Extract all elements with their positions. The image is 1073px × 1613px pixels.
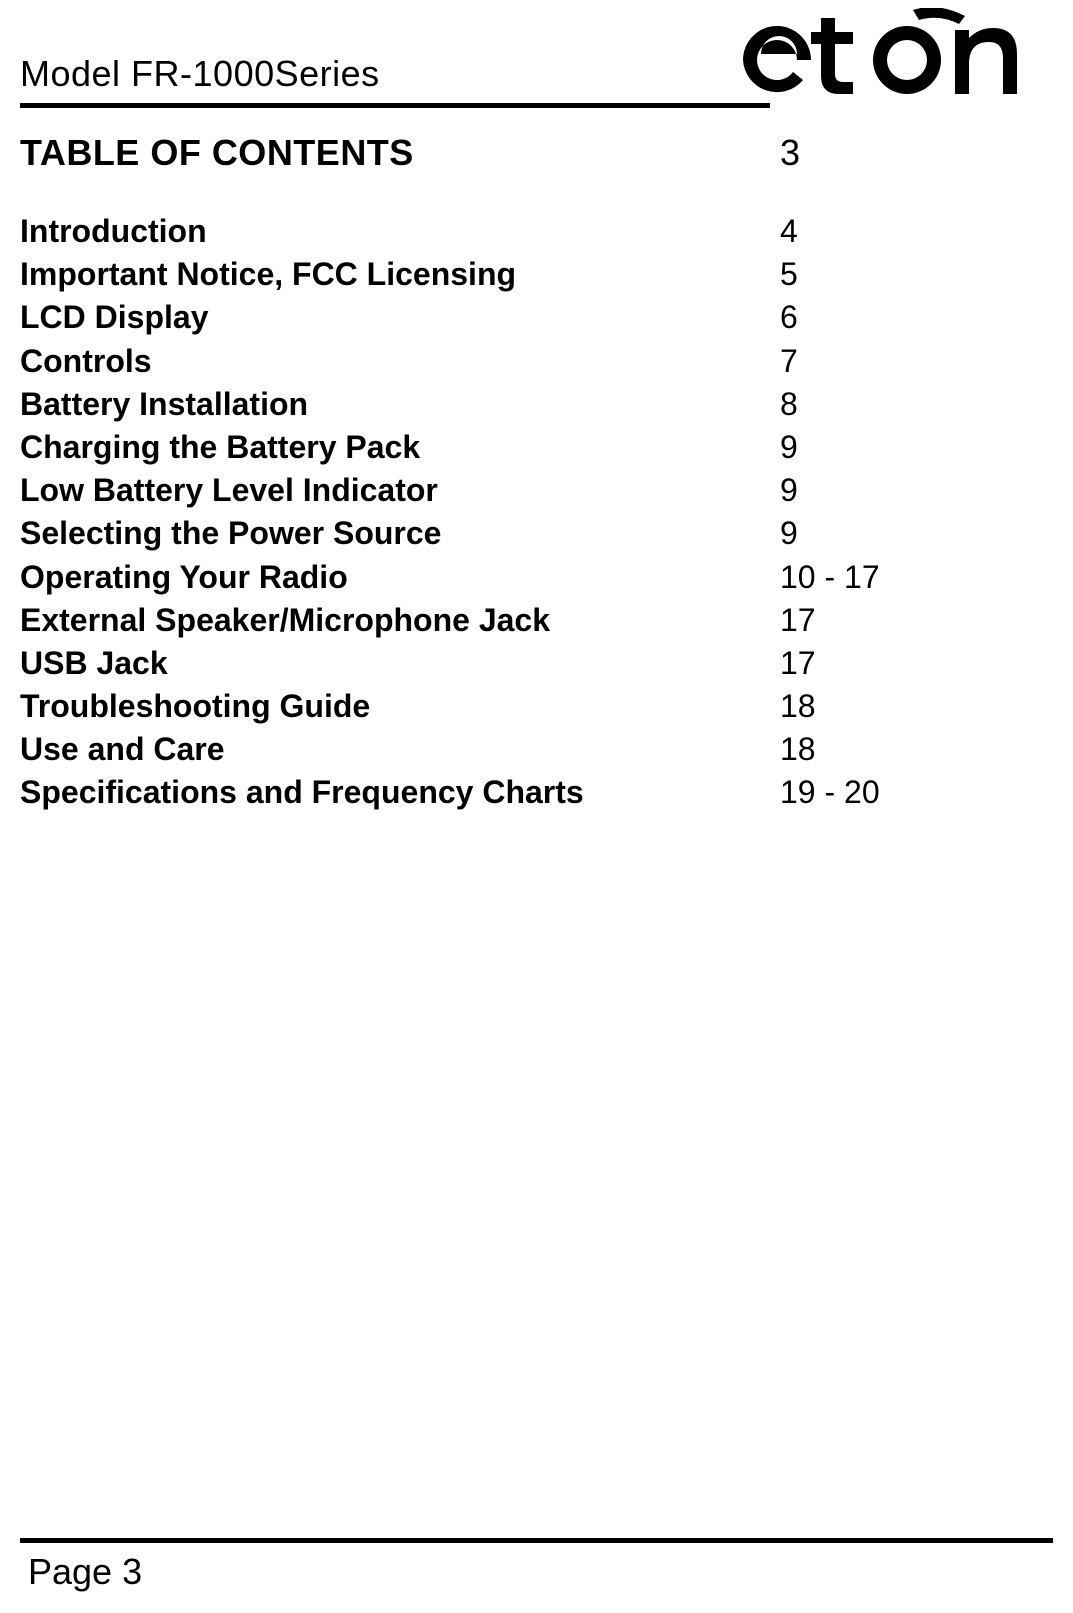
toc-item-page: 9 <box>780 469 798 512</box>
toc-row: External Speaker/Microphone Jack 17 <box>20 599 1053 642</box>
toc-item-page: 19 - 20 <box>780 771 880 814</box>
toc-row: Troubleshooting Guide 18 <box>20 685 1053 728</box>
toc-row: Specifications and Frequency Charts 19 -… <box>20 771 1053 814</box>
toc-item-page: 17 <box>780 642 816 685</box>
toc-item-page: 18 <box>780 685 816 728</box>
toc-item-page: 10 - 17 <box>780 556 880 599</box>
toc-item-label: Charging the Battery Pack <box>20 426 780 469</box>
toc-row: Important Notice, FCC Licensing 5 <box>20 253 1053 296</box>
toc-item-page: 18 <box>780 728 816 771</box>
toc-item-page: 17 <box>780 599 816 642</box>
header-row: Model FR-1000Series <box>20 0 1053 101</box>
toc-row: Battery Installation 8 <box>20 383 1053 426</box>
toc-item-label: External Speaker/Microphone Jack <box>20 599 780 642</box>
toc-item-page: 9 <box>780 512 798 555</box>
toc-item-label: Operating Your Radio <box>20 556 780 599</box>
toc-row: Selecting the Power Source 9 <box>20 512 1053 555</box>
toc-item-label: LCD Display <box>20 296 780 339</box>
toc-item-label: Use and Care <box>20 728 780 771</box>
toc-row: USB Jack 17 <box>20 642 1053 685</box>
toc-item-label: Low Battery Level Indicator <box>20 469 780 512</box>
header-rule <box>20 103 770 108</box>
toc-item-label: USB Jack <box>20 642 780 685</box>
toc-item-label: Troubleshooting Guide <box>20 685 780 728</box>
toc-title: TABLE OF CONTENTS <box>20 132 780 174</box>
toc-row: Introduction 4 <box>20 210 1053 253</box>
toc-row: Low Battery Level Indicator 9 <box>20 469 1053 512</box>
model-label: Model FR-1000Series <box>20 53 380 101</box>
toc-list: Introduction 4 Important Notice, FCC Lic… <box>20 210 1053 815</box>
toc-item-label: Specifications and Frequency Charts <box>20 771 780 814</box>
toc-item-label: Important Notice, FCC Licensing <box>20 253 780 296</box>
toc-row: Use and Care 18 <box>20 728 1053 771</box>
footer-page-label: Page 3 <box>20 1551 1053 1593</box>
toc-item-page: 6 <box>780 296 798 339</box>
toc-item-label: Battery Installation <box>20 383 780 426</box>
toc-title-page: 3 <box>780 132 800 174</box>
page-root: Model FR-1000Series TABLE <box>0 0 1073 1613</box>
toc-header-row: TABLE OF CONTENTS 3 <box>20 132 1053 174</box>
toc-item-label: Introduction <box>20 210 780 253</box>
toc-row: Controls 7 <box>20 340 1053 383</box>
toc-item-page: 4 <box>780 210 798 253</box>
eton-logo <box>743 8 1053 101</box>
page-footer: Page 3 <box>20 1538 1053 1593</box>
toc-row: LCD Display 6 <box>20 296 1053 339</box>
toc-item-page: 7 <box>780 340 798 383</box>
toc-item-label: Selecting the Power Source <box>20 512 780 555</box>
toc-item-label: Controls <box>20 340 780 383</box>
footer-rule <box>20 1538 1053 1543</box>
toc-row: Operating Your Radio 10 - 17 <box>20 556 1053 599</box>
toc-row: Charging the Battery Pack 9 <box>20 426 1053 469</box>
toc-item-page: 9 <box>780 426 798 469</box>
toc-item-page: 5 <box>780 253 798 296</box>
toc-item-page: 8 <box>780 383 798 426</box>
